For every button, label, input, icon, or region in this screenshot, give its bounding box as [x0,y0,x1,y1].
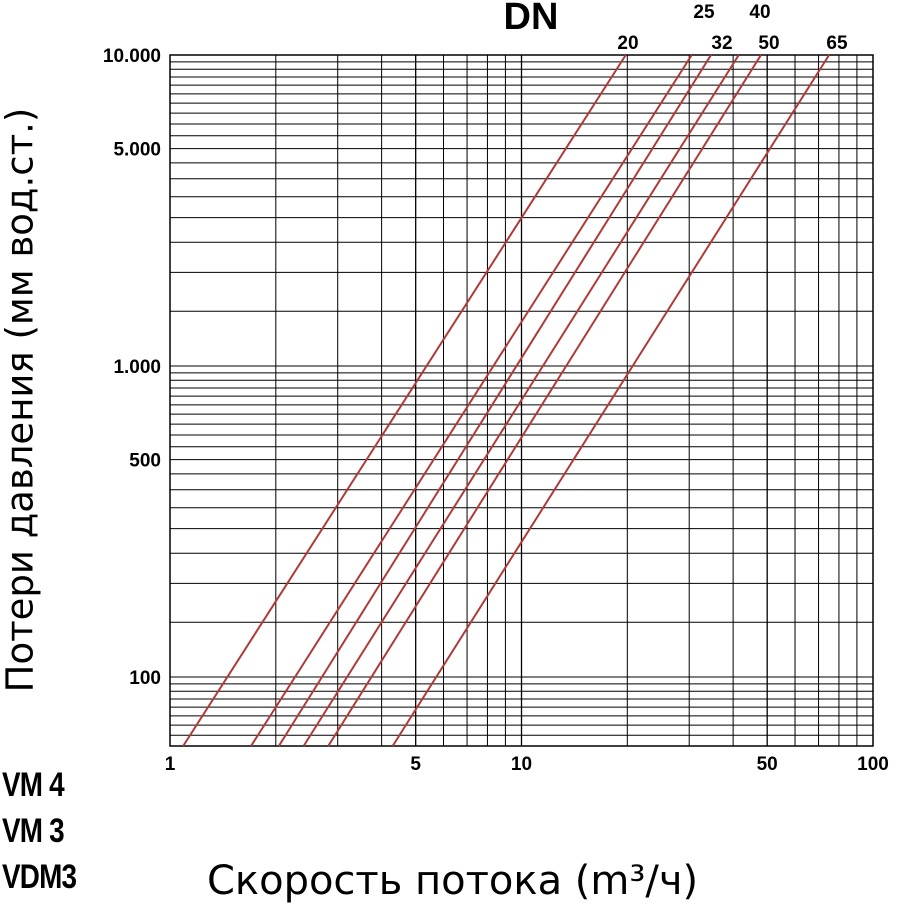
series-line-dn-32 [277,54,712,747]
series-line-dn-25 [250,54,693,747]
series-label-dn-65: 65 [826,33,848,54]
model-label: VM 4 [2,766,65,804]
series-label-dn-50: 50 [758,33,779,54]
legend-title: DN [504,0,559,38]
x-tick-label: 5 [410,754,421,775]
chart-tick-labels: 1 5 10 50 100 100 500 1.000 5.000 10.000 [103,46,889,775]
x-tick-label: 50 [757,754,778,775]
series-label-dn-40: 40 [749,2,770,23]
x-tick-label: 10 [511,754,532,775]
chart-series-lines [182,54,830,747]
chart-grid [169,54,874,747]
series-line-dn-50 [327,54,762,747]
series-line-dn-40 [302,54,740,747]
y-axis-title: Потери давления (мм вод.ст.) [0,107,42,693]
x-axis-title: Скорость потока (m³/ч) [207,858,699,904]
model-label: VDM3 [2,858,77,896]
chart-legend: DN 20 25 32 40 50 65 [504,0,848,54]
series-label-dn-32: 32 [711,33,732,54]
y-tick-label: 100 [129,668,161,689]
y-tick-label: 5.000 [113,140,161,161]
series-label-dn-25: 25 [693,2,715,23]
model-label: VM 3 [2,812,65,850]
x-tick-label: 100 [857,754,889,775]
y-tick-label: 10.000 [103,46,161,67]
y-tick-label: 500 [129,451,161,472]
y-tick-label: 1.000 [113,357,161,378]
model-list: VM 4 VM 3 VDM3 [2,762,77,900]
x-tick-label: 1 [165,754,176,775]
series-line-dn-20 [182,54,627,747]
series-line-dn-65 [391,54,830,747]
series-label-dn-20: 20 [617,33,638,54]
